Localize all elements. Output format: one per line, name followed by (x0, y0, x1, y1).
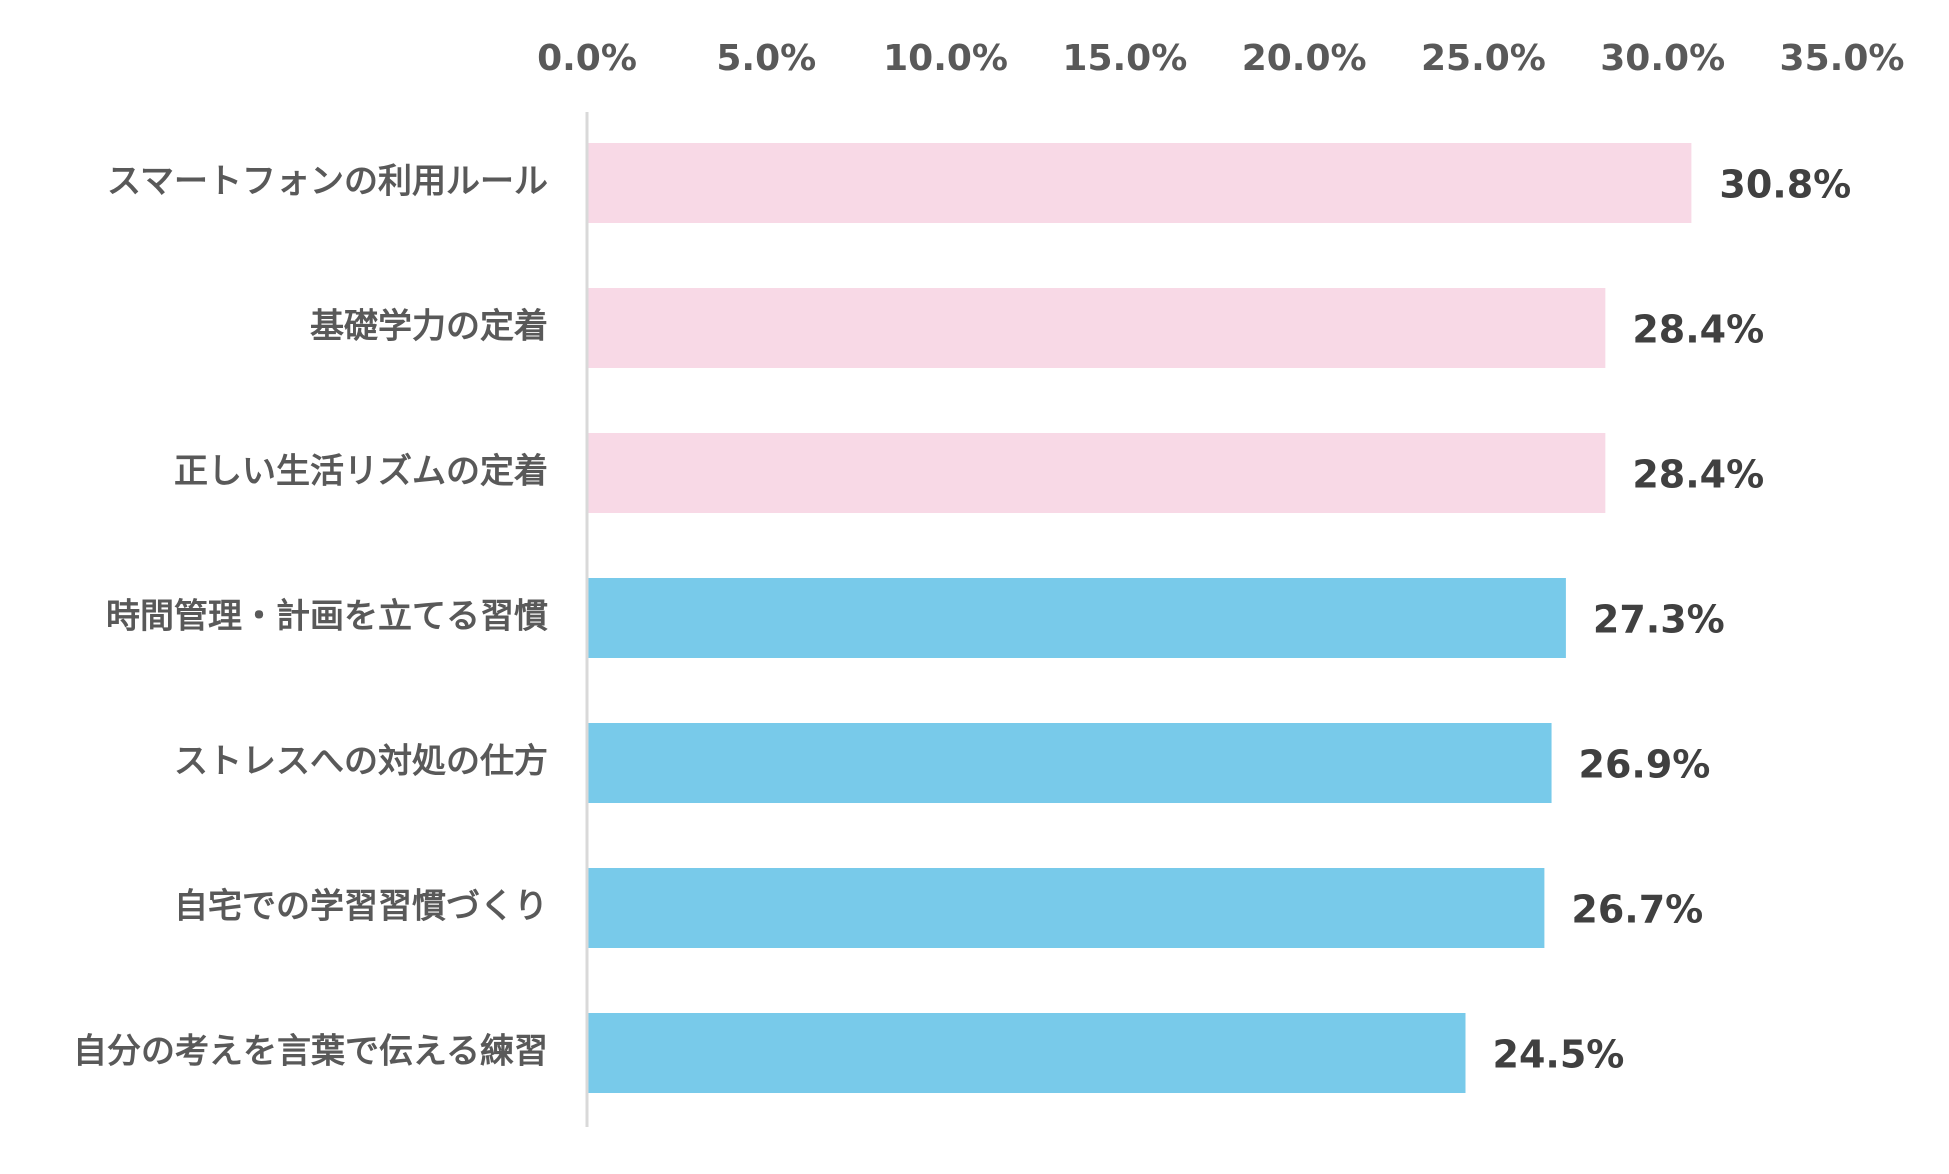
bar (587, 723, 1552, 803)
x-tick-label: 25.0% (1421, 38, 1546, 79)
bar (587, 578, 1566, 658)
bars (587, 143, 1692, 1093)
bar (587, 143, 1692, 223)
bar (587, 868, 1545, 948)
category-label: スマートフォンの利用ルール (107, 162, 548, 202)
x-tick-label: 35.0% (1780, 38, 1905, 79)
data-label: 26.9% (1579, 743, 1711, 787)
data-label: 24.5% (1493, 1033, 1625, 1077)
data-label: 28.4% (1632, 308, 1764, 352)
x-tick-label: 0.0% (537, 38, 637, 79)
category-labels: スマートフォンの利用ルール基礎学力の定着正しい生活リズムの定着時間管理・計画を立… (73, 162, 548, 1072)
x-axis-ticks: 0.0% 5.0% 10.0% 15.0% 20.0% 25.0% 30.0% 35.0% (537, 38, 1904, 79)
category-label: ストレスへの対処の仕方 (174, 742, 548, 782)
bar (587, 1013, 1466, 1093)
x-tick-label: 10.0% (883, 38, 1008, 79)
data-label: 28.4% (1632, 453, 1764, 497)
data-label: 26.7% (1571, 888, 1703, 932)
category-label: 自分の考えを言葉で伝える練習 (73, 1032, 548, 1072)
x-tick-label: 30.0% (1600, 38, 1725, 79)
data-label: 30.8% (1719, 163, 1851, 207)
category-label: 基礎学力の定着 (310, 307, 548, 347)
x-tick-label: 15.0% (1062, 38, 1187, 79)
x-tick-label: 20.0% (1242, 38, 1367, 79)
data-labels: 30.8% 28.4% 28.4% 27.3% 26.9% 26.7% 24.5% (1493, 163, 1852, 1077)
category-label: 時間管理・計画を立てる習慣 (106, 597, 548, 637)
bar (587, 288, 1606, 368)
bar (587, 433, 1606, 513)
category-label: 自宅での学習習慣づくり (174, 887, 548, 927)
data-label: 27.3% (1593, 598, 1725, 642)
category-label: 正しい生活リズムの定着 (174, 452, 548, 492)
x-tick-label: 5.0% (716, 38, 816, 79)
